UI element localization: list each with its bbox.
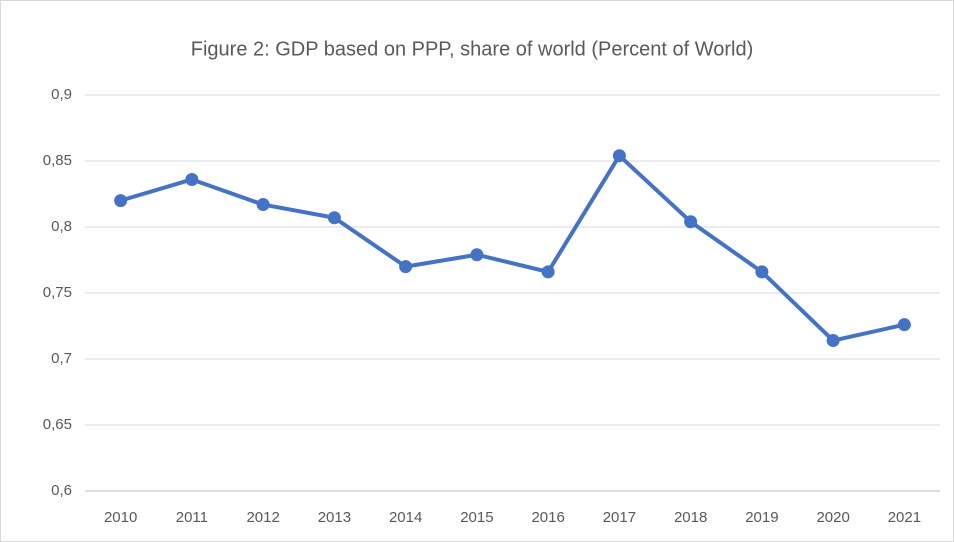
x-tick-label: 2010 <box>104 509 137 526</box>
y-tick-label: 0,6 <box>51 482 72 499</box>
marker <box>114 194 128 208</box>
y-tick-label: 0,85 <box>43 152 72 169</box>
marker <box>826 334 840 348</box>
line <box>120 153 905 343</box>
marker <box>327 211 341 225</box>
marker <box>399 260 413 274</box>
marker <box>897 318 911 332</box>
x-tick-label: 2017 <box>603 509 636 526</box>
x-tick-label: 2011 <box>176 509 208 526</box>
y-tick-label: 0,9 <box>51 86 72 103</box>
x-tick-label: 2012 <box>246 509 279 526</box>
marker <box>755 265 769 279</box>
x-tick-label: 2018 <box>674 509 707 526</box>
marker <box>256 198 270 212</box>
chart-title: Figure 2: GDP based on PPP, share of wor… <box>191 38 754 60</box>
marker <box>470 248 484 262</box>
y-tick-label: 0,8 <box>51 218 72 235</box>
marker <box>541 265 555 279</box>
x-tick-label: 2020 <box>816 509 849 526</box>
marker <box>612 149 626 163</box>
x-tick-label: 2013 <box>318 509 351 526</box>
y-tick-label: 0,7 <box>51 350 72 367</box>
x-tick-label: 2021 <box>888 509 921 526</box>
x-tick-label: 2016 <box>531 509 564 526</box>
y-tick-label: 0,75 <box>43 284 72 301</box>
x-tick-label: 2019 <box>745 509 778 526</box>
x-tick-label: 2014 <box>389 509 422 526</box>
marker <box>684 215 698 229</box>
x-tick-label: 2015 <box>460 509 493 526</box>
marker <box>185 172 199 186</box>
y-tick-label: 0,65 <box>43 416 72 433</box>
